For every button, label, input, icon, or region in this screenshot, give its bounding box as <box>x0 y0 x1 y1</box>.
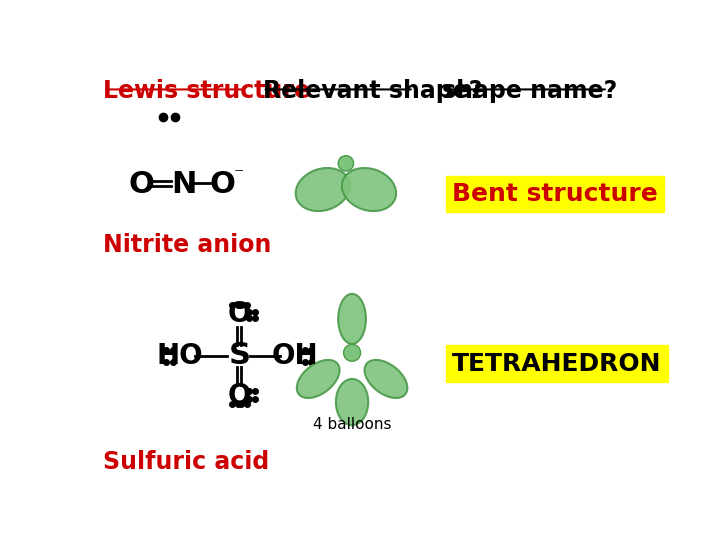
Text: Relevant shape?: Relevant shape? <box>263 79 482 103</box>
Text: shape name?: shape name? <box>442 79 618 103</box>
Text: Sulfuric acid: Sulfuric acid <box>104 450 269 474</box>
Text: O: O <box>228 300 251 328</box>
Ellipse shape <box>338 156 354 171</box>
Text: Nitrite anion: Nitrite anion <box>104 233 271 256</box>
Text: HO: HO <box>156 342 203 370</box>
Text: N: N <box>171 171 197 199</box>
Text: Bent structure: Bent structure <box>452 182 658 206</box>
Text: S: S <box>229 341 251 370</box>
Text: O: O <box>210 171 235 199</box>
Ellipse shape <box>297 360 340 398</box>
Ellipse shape <box>364 360 408 398</box>
Text: ⁻: ⁻ <box>233 165 244 184</box>
Text: Lewis structure: Lewis structure <box>104 79 310 103</box>
Ellipse shape <box>338 294 366 344</box>
Text: TETRAHEDRON: TETRAHEDRON <box>452 352 662 375</box>
Ellipse shape <box>343 345 361 361</box>
Text: O: O <box>228 382 251 410</box>
Ellipse shape <box>342 168 396 211</box>
Text: OH: OH <box>271 342 318 370</box>
Ellipse shape <box>296 168 350 211</box>
Text: O: O <box>129 171 155 199</box>
Ellipse shape <box>336 379 368 425</box>
Text: 4 balloons: 4 balloons <box>312 417 391 433</box>
